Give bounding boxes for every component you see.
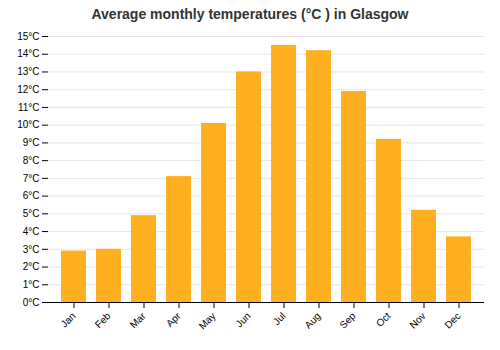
svg-text:8°C: 8°C bbox=[23, 155, 40, 166]
svg-text:3°C: 3°C bbox=[23, 244, 40, 255]
svg-text:0°C: 0°C bbox=[23, 297, 40, 308]
svg-text:2°C: 2°C bbox=[23, 261, 40, 272]
svg-text:9°C: 9°C bbox=[23, 137, 40, 148]
svg-text:15°C: 15°C bbox=[17, 31, 39, 42]
svg-text:13°C: 13°C bbox=[17, 66, 39, 77]
svg-text:Nov: Nov bbox=[407, 310, 427, 330]
html-text:Average monthly temperatures (: Average monthly temperatures (°C ) in Gl… bbox=[91, 6, 409, 22]
svg-text:Sep: Sep bbox=[337, 310, 358, 331]
svg-text:May: May bbox=[197, 310, 218, 331]
svg-text:7°C: 7°C bbox=[23, 173, 40, 184]
svg-text:Jun: Jun bbox=[233, 310, 252, 329]
svg-text:1°C: 1°C bbox=[23, 279, 40, 290]
svg-text:Aug: Aug bbox=[302, 310, 322, 330]
svg-text:12°C: 12°C bbox=[17, 84, 39, 95]
svg-text:Oct: Oct bbox=[374, 310, 393, 329]
svg-text:Jul: Jul bbox=[271, 310, 288, 327]
svg-text:Mar: Mar bbox=[128, 310, 148, 330]
svg-text:Apr: Apr bbox=[164, 310, 183, 329]
svg-text:14°C: 14°C bbox=[17, 48, 39, 59]
svg-text:11°C: 11°C bbox=[18, 102, 40, 113]
svg-text:4°C: 4°C bbox=[23, 226, 40, 237]
svg-text:Feb: Feb bbox=[93, 310, 113, 330]
svg-text:Dec: Dec bbox=[442, 310, 462, 330]
svg-text:6°C: 6°C bbox=[23, 190, 40, 201]
svg-text:5°C: 5°C bbox=[23, 208, 40, 219]
svg-text:Jan: Jan bbox=[58, 310, 77, 329]
svg-text:10°C: 10°C bbox=[17, 119, 39, 130]
